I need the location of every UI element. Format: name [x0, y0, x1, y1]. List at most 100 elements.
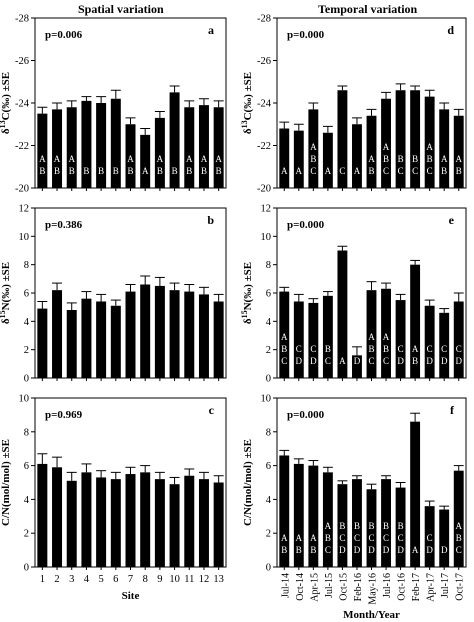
group-letter-d: B [441, 166, 447, 176]
y-tick-label-d: -26 [257, 56, 271, 67]
y-tick-label-d: -28 [257, 14, 271, 25]
bar-c-4 [81, 472, 92, 567]
bar-f-2 [293, 463, 304, 567]
x-tick-label-c: 3 [69, 574, 74, 585]
bar-e-10 [410, 264, 421, 378]
bar-d-9 [395, 90, 406, 188]
group-letter-f: D [441, 545, 448, 555]
bar-a-6 [110, 98, 121, 188]
group-letter-f: C [398, 533, 404, 543]
bar-e-3 [308, 302, 319, 378]
group-letter-d: B [383, 154, 389, 164]
bar-d-10 [410, 90, 421, 188]
x-tick-label-f: Oct-17 [455, 573, 466, 601]
x-tick-label-c: 10 [169, 574, 180, 585]
group-letter-f: B [339, 521, 345, 531]
bar-a-13 [213, 107, 224, 188]
group-letter-f: D [368, 545, 375, 555]
bar-a-2 [52, 109, 63, 188]
group-letter-f: B [281, 545, 287, 555]
group-letter-a: A [127, 154, 134, 164]
y-tick-label-f: 10 [261, 394, 272, 405]
bar-f-3 [308, 465, 319, 567]
group-letter-d: B [456, 166, 462, 176]
x-tick-label-f: Oct-15 [338, 573, 349, 601]
bar-a-11 [184, 107, 195, 188]
group-letter-f: B [325, 533, 331, 543]
x-tick-label-c: 5 [98, 574, 103, 585]
group-letter-d: C [398, 166, 404, 176]
x-tick-label-f: Oct-14 [295, 573, 306, 601]
x-tick-label-f: Jul-17 [440, 573, 451, 598]
bar-d-11 [424, 96, 435, 188]
y-tick-label-c: 6 [24, 461, 29, 472]
x-tick-label-f: Jul-14 [280, 573, 291, 598]
group-letter-d: C [427, 166, 433, 176]
bar-c-8 [140, 472, 151, 567]
y-tick-label-c: 2 [24, 529, 29, 540]
y-tick-label-f: 8 [266, 427, 271, 438]
bar-b-3 [66, 310, 77, 378]
group-letter-a: B [113, 166, 119, 176]
y-tick-label-c: 4 [24, 495, 30, 506]
group-letter-f: C [325, 545, 331, 555]
bar-d-13 [453, 115, 464, 188]
x-tick-label-c: 8 [143, 574, 148, 585]
group-letter-f: D [426, 545, 433, 555]
group-letter-f: A [412, 545, 419, 555]
y-tick-label-f: 6 [266, 461, 271, 472]
bar-c-6 [110, 479, 121, 567]
x-tick-label-f: Apr-15 [309, 573, 320, 602]
bar-b-5 [96, 301, 107, 378]
group-letter-d: B [310, 154, 316, 164]
y-tick-label-a: -28 [15, 14, 29, 25]
y-axis-label-d: δ13C(‰) ±SE [240, 72, 255, 134]
group-letter-f: A [281, 533, 288, 543]
group-letter-f: D [397, 545, 404, 555]
group-letter-e: C [398, 344, 404, 354]
bar-f-5 [337, 484, 348, 567]
group-letter-e: C [368, 356, 374, 366]
group-letter-f: C [427, 533, 433, 543]
bar-d-1 [279, 128, 290, 188]
bar-a-12 [198, 105, 209, 188]
group-letter-e: C [281, 356, 287, 366]
group-letter-f: D [383, 545, 390, 555]
bar-b-4 [81, 298, 92, 378]
group-letter-e: B [368, 344, 374, 354]
group-letter-e: A [281, 332, 288, 342]
bar-c-13 [213, 482, 224, 567]
group-letter-f: C [339, 533, 345, 543]
bar-c-7 [125, 474, 136, 567]
panel-label-e: e [449, 213, 455, 227]
group-letter-e: B [412, 356, 418, 366]
group-letter-a: A [68, 154, 75, 164]
bar-d-5 [337, 90, 348, 188]
y-tick-label-c: 0 [24, 563, 29, 574]
group-letter-a: B [216, 166, 222, 176]
group-letter-a: B [83, 166, 89, 176]
y-tick-label-d: -22 [257, 141, 271, 152]
y-tick-label-c: 10 [19, 394, 30, 405]
y-tick-label-c: 8 [24, 427, 29, 438]
group-letter-d: B [412, 154, 418, 164]
bar-f-9 [395, 487, 406, 567]
y-tick-label-e: 8 [266, 260, 271, 271]
y-tick-label-b: 10 [19, 232, 30, 243]
group-letter-e: D [296, 356, 303, 366]
x-tick-label-f: Jul-15 [324, 573, 335, 598]
group-letter-d: A [426, 142, 433, 152]
group-letter-d: A [325, 166, 332, 176]
y-tick-label-e: 12 [261, 204, 272, 215]
group-letter-a: B [69, 166, 75, 176]
y-axis-label-b: δ15N(‰) ±SE [0, 262, 12, 324]
bar-a-9 [154, 117, 165, 188]
group-letter-a: B [39, 166, 45, 176]
group-letter-a: A [39, 154, 46, 164]
group-letter-a: B [172, 166, 178, 176]
group-letter-f: B [368, 521, 374, 531]
bar-f-13 [453, 470, 464, 567]
group-letter-d: A [310, 142, 317, 152]
group-letter-a: B [157, 166, 163, 176]
